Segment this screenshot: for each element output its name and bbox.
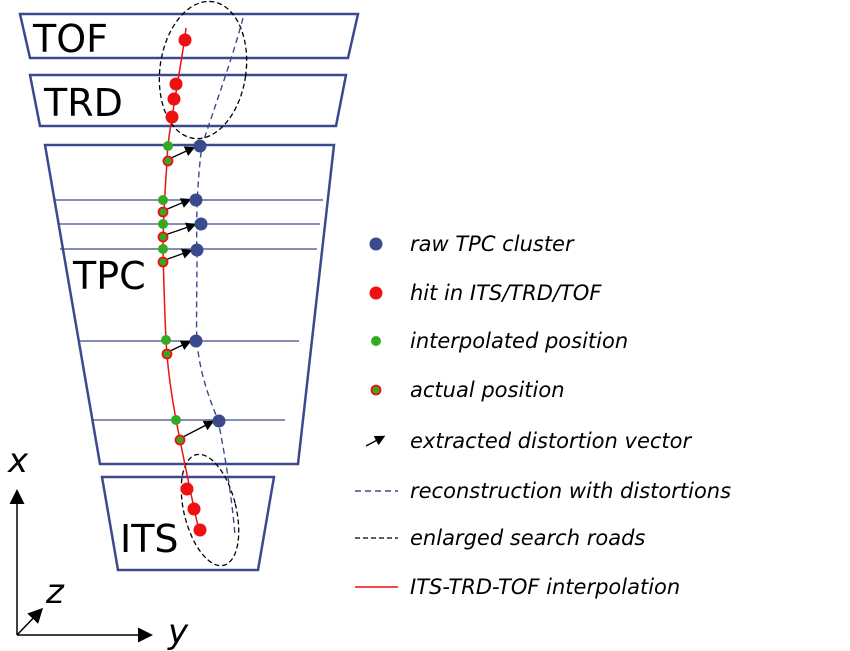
legend-item-actual: actual position	[370, 378, 565, 402]
detector-trd: TRD	[28, 73, 348, 128]
raw-clusters	[189, 139, 226, 428]
legend-distortion-arrow	[365, 435, 386, 447]
interpolated-point	[158, 244, 168, 254]
legend-label: raw TPC cluster	[410, 232, 575, 256]
legend-item-reconstruction: reconstruction with distortions	[355, 479, 731, 503]
distortion-vector-arrow	[167, 340, 192, 353]
hit-point	[169, 77, 183, 91]
raw-cluster-point	[212, 414, 226, 428]
z-axis-arrow	[16, 607, 44, 636]
detector-tof: TOF	[18, 12, 360, 61]
its-label: ITS	[120, 517, 179, 561]
legend-item-interpolated: interpolated position	[371, 329, 628, 353]
actual-point	[174, 434, 186, 446]
trd-label: TRD	[43, 81, 123, 125]
actual-point	[157, 256, 169, 268]
legend: raw TPC cluster hit in ITS/TRD/TOF inter…	[355, 232, 731, 599]
actual-point	[157, 206, 169, 218]
hit-point	[178, 33, 192, 47]
interpolated-point	[158, 195, 168, 205]
tpc-label: TPC	[72, 254, 146, 298]
interpolated-point	[158, 219, 168, 229]
search-road-ellipse-top	[158, 0, 248, 140]
reconstruction-track	[195, 17, 244, 536]
legend-interpolated-marker	[371, 336, 381, 346]
distortion-vector-arrow	[164, 198, 192, 211]
raw-cluster-point	[193, 139, 207, 153]
interpolated-point	[161, 335, 171, 345]
distortion-vector-arrow	[164, 222, 197, 236]
raw-cluster-point	[189, 334, 203, 348]
coordinate-axes: x y z	[7, 441, 189, 651]
legend-raw-cluster-marker	[369, 237, 383, 251]
legend-label: enlarged search roads	[410, 526, 645, 550]
legend-item-distortion-vector: extracted distortion vector	[365, 429, 692, 453]
interpolated-positions	[158, 141, 181, 425]
hit-point	[180, 482, 194, 496]
interpolation-track	[162, 27, 201, 536]
distortion-vector-arrow	[164, 248, 193, 261]
tof-label: TOF	[32, 17, 108, 61]
search-road-ellipse-bottom	[180, 453, 240, 567]
legend-label: extracted distortion vector	[410, 429, 692, 453]
hits	[165, 33, 207, 537]
raw-cluster-point	[189, 193, 203, 207]
hit-point	[187, 502, 201, 516]
actual-point	[161, 348, 173, 360]
interpolated-point	[163, 141, 173, 151]
legend-item-search-roads: enlarged search roads	[355, 526, 645, 550]
legend-label: actual position	[410, 378, 565, 402]
detector-tpc: TPC	[43, 143, 336, 466]
actual-point	[162, 155, 174, 167]
interpolated-point	[171, 415, 181, 425]
hit-point	[165, 110, 179, 124]
hit-point	[193, 523, 207, 537]
distortion-vector-arrow	[168, 146, 196, 160]
actual-point	[157, 231, 169, 243]
legend-label: interpolated position	[410, 329, 628, 353]
distortion-vector-arrow	[180, 420, 215, 439]
z-axis-label: z	[45, 572, 65, 612]
raw-cluster-point	[194, 217, 208, 231]
legend-actual-marker	[370, 384, 382, 396]
actual-positions	[157, 155, 186, 446]
legend-label: ITS-TRD-TOF interpolation	[410, 575, 680, 599]
x-axis-label: x	[7, 441, 29, 481]
legend-item-raw-cluster: raw TPC cluster	[369, 232, 575, 256]
detector-its: ITS	[100, 475, 276, 572]
legend-item-hit: hit in ITS/TRD/TOF	[369, 281, 602, 305]
legend-hit-marker	[369, 286, 383, 300]
distortion-vectors	[164, 146, 215, 439]
raw-cluster-point	[190, 243, 204, 257]
legend-label: reconstruction with distortions	[410, 479, 731, 503]
y-axis-label: y	[167, 612, 189, 651]
legend-item-interpolation: ITS-TRD-TOF interpolation	[355, 575, 680, 599]
legend-label: hit in ITS/TRD/TOF	[410, 281, 602, 305]
hit-point	[167, 92, 181, 106]
